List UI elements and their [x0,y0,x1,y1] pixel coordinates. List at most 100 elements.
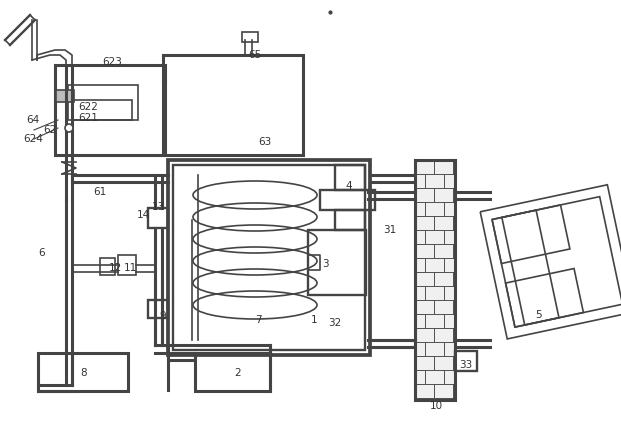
Bar [415,202,425,216]
Bar [453,160,455,174]
Bar [415,188,434,202]
Bar [453,384,455,398]
Text: 62: 62 [43,125,57,135]
Bar [434,188,453,202]
Bar [453,244,455,258]
Text: 14: 14 [137,210,150,220]
Bar [415,398,425,400]
Bar [148,300,168,318]
Text: 65: 65 [248,50,261,60]
Text: 624: 624 [23,134,43,144]
Bar [453,188,455,202]
Text: 622: 622 [78,102,98,112]
Bar [173,165,365,350]
Bar [415,244,434,258]
Text: 10: 10 [430,401,443,411]
Bar [242,32,258,42]
Bar [444,314,455,328]
Text: 6: 6 [39,248,45,258]
Text: 64: 64 [26,115,40,125]
Bar [434,328,453,342]
Bar [415,272,434,286]
Bar [68,85,138,120]
Bar [56,90,74,102]
Bar [444,174,455,188]
Bar [444,370,455,384]
Bar [308,230,366,295]
Bar [425,230,444,244]
Text: 31: 31 [383,225,397,235]
Text: 13: 13 [152,202,165,212]
Bar [425,370,444,384]
Bar [118,255,136,275]
Bar [425,342,444,356]
Bar [453,300,455,314]
Text: 3: 3 [322,259,329,269]
Bar [415,258,425,272]
Bar [425,314,444,328]
Bar [434,272,453,286]
Text: 9: 9 [160,311,166,321]
Bar [434,216,453,230]
Bar [335,165,365,190]
Bar [425,202,444,216]
Text: 2: 2 [235,368,242,378]
Bar [444,202,455,216]
Text: 11: 11 [124,263,137,273]
Bar [415,342,425,356]
Ellipse shape [65,124,73,132]
Bar [434,356,453,370]
Bar [38,353,128,391]
Bar [415,286,425,300]
Bar [320,190,375,210]
Bar [415,174,425,188]
Bar [434,300,453,314]
Bar [168,160,370,355]
Bar [434,244,453,258]
Text: 7: 7 [255,315,261,325]
Bar [100,258,115,275]
Bar [444,258,455,272]
Bar [453,216,455,230]
Bar [425,258,444,272]
Bar [163,55,303,155]
Bar [415,314,425,328]
Bar [444,398,455,400]
Bar [444,230,455,244]
Bar [444,342,455,356]
Text: 1: 1 [310,315,317,325]
Bar [434,384,453,398]
Bar [453,356,455,370]
Bar [148,208,168,228]
Text: 5: 5 [536,310,542,320]
Bar [55,65,165,155]
Bar [335,210,365,230]
Text: 4: 4 [346,181,352,191]
Text: 8: 8 [81,368,88,378]
Text: 63: 63 [258,137,271,147]
Bar [72,100,132,120]
Bar [434,160,453,174]
Bar [195,353,270,391]
Bar [453,328,455,342]
Bar [415,160,434,174]
Bar [415,230,425,244]
Bar [455,351,477,371]
Bar [415,370,425,384]
Text: 12: 12 [109,263,122,273]
Text: 33: 33 [460,360,473,370]
Bar [415,328,434,342]
Text: 623: 623 [102,57,122,67]
Bar [415,216,434,230]
Bar [425,174,444,188]
Bar [444,286,455,300]
Bar [425,286,444,300]
Bar [415,356,434,370]
Text: 61: 61 [93,187,107,197]
Text: 32: 32 [329,318,342,328]
Text: 621: 621 [78,113,98,123]
Bar [425,398,444,400]
Bar [453,272,455,286]
Bar [415,300,434,314]
Bar [415,384,434,398]
